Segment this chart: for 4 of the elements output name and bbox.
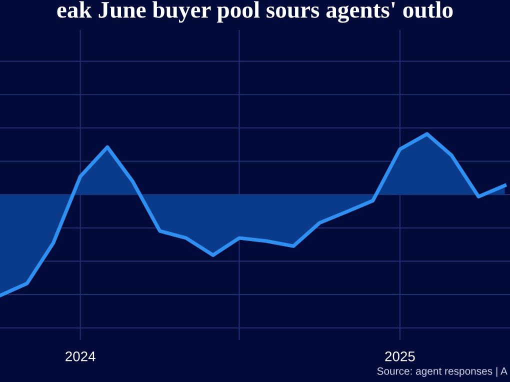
x-tick-label: 2024	[66, 351, 96, 362]
x-tick-label: 2025	[385, 351, 415, 362]
chart-title: eak June buyer pool sours agents' outlo	[57, 1, 453, 23]
source-note: Source: agent responses | A	[377, 367, 508, 377]
